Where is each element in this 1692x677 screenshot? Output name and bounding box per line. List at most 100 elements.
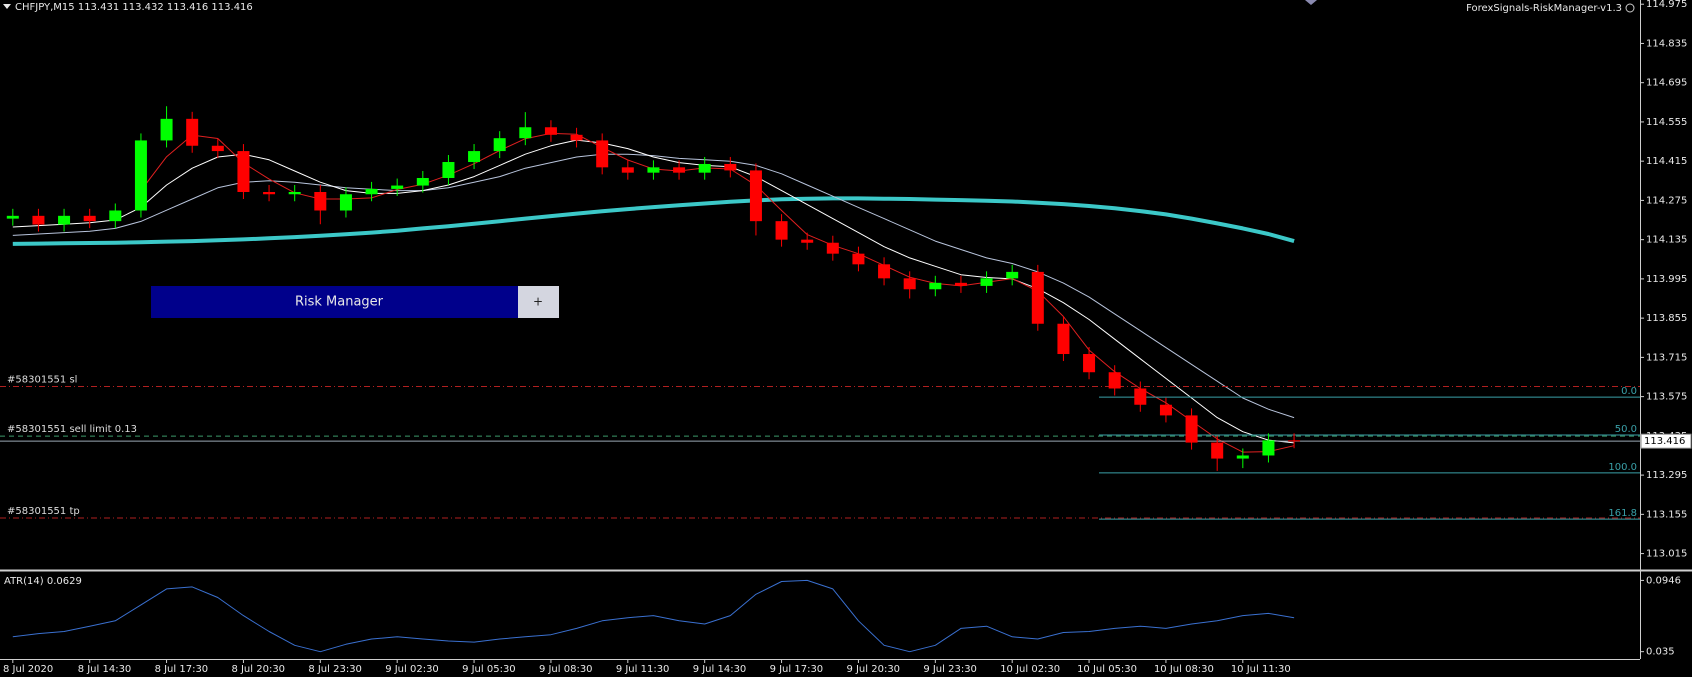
candle-body [1262, 440, 1275, 456]
candle-body [647, 167, 660, 173]
x-tick-label: 8 Jul 20:30 [231, 664, 285, 675]
x-tick-label: 10 Jul 02:30 [1000, 664, 1060, 675]
candle-body [929, 282, 942, 290]
x-tick-label: 9 Jul 17:30 [770, 664, 824, 675]
candle-body [1083, 354, 1096, 373]
order-label: #58301551 tp [7, 506, 80, 517]
bid-label: 113.416 [1644, 436, 1685, 447]
y-tick-label: 113.155 [1646, 509, 1687, 520]
bid-box [1640, 433, 1692, 449]
symbol-menu-arrow[interactable] [3, 4, 11, 9]
fibo-label: 161.8 [1608, 508, 1637, 519]
risk-manager-panel[interactable]: Risk Manager + [151, 286, 559, 318]
candle-body [134, 140, 147, 211]
candle-body [237, 151, 250, 193]
x-tick-label: 9 Jul 20:30 [846, 664, 900, 675]
candle-body [365, 188, 378, 195]
candle-body [826, 242, 839, 254]
candle-body [852, 253, 865, 265]
x-tick-label: 10 Jul 05:30 [1077, 664, 1137, 675]
toggle-label: + [533, 295, 543, 309]
x-tick-label: 8 Jul 14:30 [78, 664, 132, 675]
candle-body [1211, 442, 1224, 459]
candle-body [1057, 323, 1070, 355]
candle-body [6, 215, 19, 219]
candle-body [211, 145, 224, 152]
candle-body [442, 162, 455, 178]
candle-body [673, 167, 686, 173]
candle-body [903, 278, 916, 290]
x-tick-label: 9 Jul 14:30 [693, 664, 747, 675]
candle-body [1236, 455, 1249, 459]
y-tick-label: 113.715 [1646, 352, 1687, 363]
y-tick-label: 114.555 [1646, 117, 1687, 128]
candle-body [519, 127, 532, 139]
candle-body [724, 163, 737, 171]
candle-body [32, 215, 45, 225]
y-tick-label: 113.295 [1646, 470, 1687, 481]
smiley-icon [1625, 3, 1635, 13]
y-tick-label: 114.695 [1646, 78, 1687, 89]
candle-body [1031, 271, 1044, 324]
y-tick-label: 114.275 [1646, 195, 1687, 206]
fibo-label: 0.0 [1621, 386, 1637, 397]
x-tick-label: 8 Jul 2020 [3, 664, 53, 675]
candle-body [1159, 404, 1172, 416]
candle-body [263, 192, 276, 195]
candle-body [954, 282, 967, 286]
candle-body [391, 185, 404, 189]
risk-manager-toggle[interactable] [518, 286, 559, 318]
x-tick-label: 9 Jul 05:30 [462, 664, 516, 675]
candle-body [109, 210, 122, 222]
y-tick-label: 114.975 [1646, 0, 1687, 10]
moving-average [140, 132, 1295, 453]
candle-body [1185, 415, 1198, 443]
x-tick-label: 8 Jul 17:30 [155, 664, 209, 675]
candle-body [801, 239, 814, 243]
fibo-label: 50.0 [1615, 424, 1637, 435]
candle-body [1108, 372, 1121, 389]
indicator-name: ForexSignals-RiskManager-v1.3 [1466, 3, 1622, 14]
y-tick-label: 114.835 [1646, 38, 1687, 49]
x-tick-label: 9 Jul 02:30 [385, 664, 439, 675]
y-tick-label: 0.0946 [1646, 575, 1681, 586]
order-label: #58301551 sl [7, 375, 77, 386]
candle-body [570, 134, 583, 141]
fibo-label: 100.0 [1608, 462, 1637, 473]
x-tick-label: 9 Jul 11:30 [616, 664, 670, 675]
x-tick-label: 10 Jul 11:30 [1231, 664, 1291, 675]
order-label: #58301551 sell limit 0.13 [7, 424, 137, 435]
candle-body [468, 151, 481, 163]
candle-body [160, 118, 173, 141]
y-tick-label: 113.575 [1646, 392, 1687, 403]
candle-body [878, 264, 891, 279]
y-tick-label: 113.015 [1646, 549, 1687, 560]
symbol-header: CHFJPY,M15 113.431 113.432 113.416 113.4… [15, 2, 253, 13]
y-tick-label: 0.035 [1646, 647, 1675, 658]
moving-average [12, 153, 1295, 419]
y-tick-label: 114.415 [1646, 156, 1687, 167]
y-tick-label: 113.995 [1646, 274, 1687, 285]
shift-marker [1305, 0, 1317, 5]
candle-body [288, 192, 301, 195]
candle-body [544, 127, 557, 135]
candle-body [314, 192, 327, 211]
candle-body [621, 167, 634, 173]
candle-body [339, 194, 352, 211]
candle-body [749, 170, 762, 222]
risk-manager-button[interactable] [151, 286, 518, 318]
candle-body [83, 215, 96, 222]
x-tick-label: 8 Jul 23:30 [308, 664, 362, 675]
candle-body [1134, 388, 1147, 405]
candle-body [980, 278, 993, 286]
moving-average [12, 196, 1295, 246]
x-tick-label: 9 Jul 08:30 [539, 664, 593, 675]
candle-body [596, 140, 609, 168]
candle-body [186, 118, 199, 146]
candle-body [1288, 440, 1301, 442]
moving-average [12, 139, 1295, 444]
y-tick-label: 113.855 [1646, 313, 1687, 324]
